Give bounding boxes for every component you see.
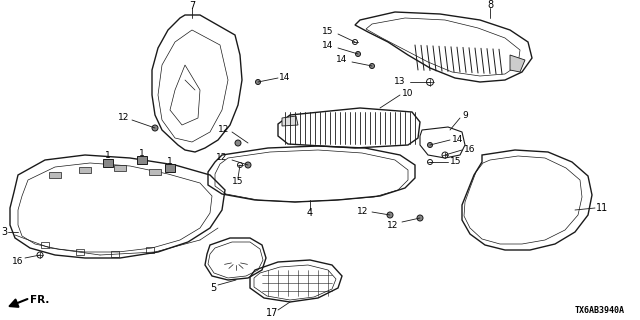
Text: 12: 12 [218,125,230,134]
Polygon shape [282,116,298,126]
Text: 1: 1 [139,148,145,157]
Bar [165,164,175,172]
Circle shape [355,52,360,57]
Text: 15: 15 [323,28,333,36]
Text: 1: 1 [167,156,173,165]
Text: 14: 14 [279,73,291,82]
Bar [49,172,61,178]
Circle shape [245,162,251,168]
Text: 12: 12 [118,114,130,123]
Text: 3: 3 [1,227,7,237]
Text: FR.: FR. [30,295,50,305]
Circle shape [387,212,393,218]
Bar [137,156,147,164]
Text: 12: 12 [357,207,369,217]
Text: 12: 12 [387,220,399,229]
Bar [79,167,91,173]
Text: 9: 9 [462,110,468,119]
Circle shape [428,159,433,164]
Circle shape [152,125,158,131]
Circle shape [417,215,423,221]
Circle shape [237,163,243,167]
Text: 14: 14 [452,134,464,143]
Circle shape [37,252,43,258]
Circle shape [428,142,433,148]
Text: 13: 13 [394,77,406,86]
Circle shape [255,79,260,84]
Bar [41,242,49,248]
Text: 7: 7 [189,1,195,11]
Circle shape [442,152,448,158]
Bar [114,165,126,171]
Text: 8: 8 [487,0,493,10]
Text: TX6AB3940A: TX6AB3940A [575,306,625,315]
Circle shape [353,39,358,44]
Text: 16: 16 [464,145,476,154]
Text: 17: 17 [266,308,278,318]
Bar [149,169,161,175]
Text: 14: 14 [336,55,348,65]
Text: 4: 4 [307,208,313,218]
Bar [76,249,84,255]
Circle shape [426,78,433,85]
Circle shape [235,140,241,146]
Text: 5: 5 [210,283,216,293]
Text: 11: 11 [596,203,608,213]
Text: 15: 15 [232,178,244,187]
Polygon shape [510,55,525,72]
Bar [111,251,119,257]
Text: 16: 16 [12,258,24,267]
Circle shape [369,63,374,68]
Text: 1: 1 [105,151,111,161]
Text: 10: 10 [403,89,413,98]
Bar [103,159,113,167]
Text: 12: 12 [216,154,228,163]
Text: 15: 15 [451,157,461,166]
Bar [146,247,154,253]
Text: 14: 14 [323,42,333,51]
